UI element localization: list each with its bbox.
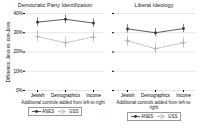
- html-text:GSS: GSS: [167, 114, 178, 120]
- svg-text:Income: Income: [176, 93, 191, 98]
- svg-text:20%: 20%: [13, 49, 22, 54]
- html-text:Democratic Party Identificatio: Democratic Party Identification: [17, 2, 93, 8]
- html-text:GSS: GSS: [68, 109, 79, 115]
- html-text:ANES: ANES: [141, 114, 154, 120]
- html-text:ANES: ANES: [42, 109, 55, 115]
- svg-text:0%: 0%: [16, 88, 23, 93]
- svg-text:Jewish: Jewish: [31, 93, 45, 98]
- html-text:Additional controls added from: Additional controls added from left-to-r…: [21, 100, 105, 105]
- html-text:Additional controls added from: Additional controls added from left-to-r…: [116, 100, 192, 111]
- svg-text:Income: Income: [86, 93, 101, 98]
- svg-text:Demographics: Demographics: [141, 93, 171, 98]
- svg-text:40%: 40%: [13, 11, 22, 16]
- svg-text:Demographics: Demographics: [51, 93, 81, 98]
- svg-text:Jewish: Jewish: [121, 93, 135, 98]
- html-text:Liberal Ideology: Liberal Ideology: [134, 2, 174, 8]
- svg-text:Difference: Jews vs. non-Jews: Difference: Jews vs. non-Jews: [6, 21, 11, 82]
- svg-text:10%: 10%: [13, 69, 22, 74]
- svg-text:30%: 30%: [13, 30, 22, 35]
